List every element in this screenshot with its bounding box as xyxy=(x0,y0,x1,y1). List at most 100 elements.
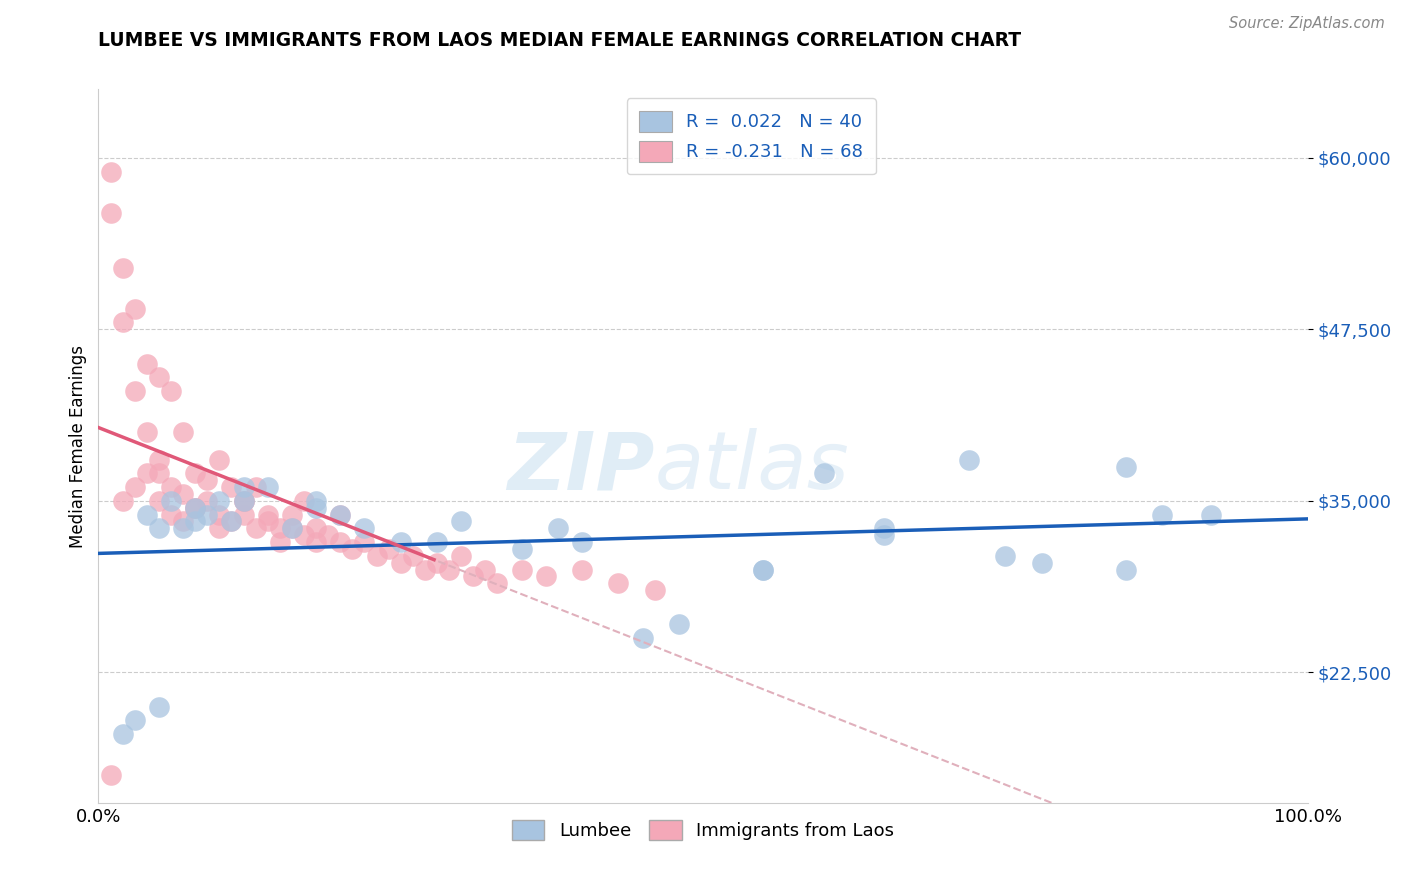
Point xyxy=(281,521,304,535)
Point xyxy=(631,631,654,645)
Point xyxy=(256,508,278,522)
Point xyxy=(752,562,775,576)
Text: LUMBEE VS IMMIGRANTS FROM LAOS MEDIAN FEMALE EARNINGS CORRELATION CHART: LUMBEE VS IMMIGRANTS FROM LAOS MEDIAN FE… xyxy=(98,31,1022,50)
Point xyxy=(329,508,352,522)
Point xyxy=(305,500,328,515)
Point xyxy=(124,480,146,494)
Point xyxy=(644,583,666,598)
Point xyxy=(873,521,896,535)
Point xyxy=(269,535,291,549)
Point xyxy=(1115,562,1137,576)
Point xyxy=(366,549,388,563)
Point xyxy=(135,508,157,522)
Point xyxy=(135,467,157,481)
Point xyxy=(232,480,254,494)
Point xyxy=(377,541,399,556)
Point xyxy=(111,316,134,330)
Point xyxy=(402,549,425,563)
Point xyxy=(160,494,183,508)
Point xyxy=(148,452,170,467)
Point xyxy=(221,480,243,494)
Point xyxy=(813,467,835,481)
Point xyxy=(389,556,412,570)
Point xyxy=(534,569,557,583)
Point xyxy=(413,562,436,576)
Point xyxy=(208,521,231,535)
Point xyxy=(184,467,207,481)
Point xyxy=(148,521,170,535)
Point xyxy=(329,535,352,549)
Point xyxy=(100,205,122,219)
Point xyxy=(148,699,170,714)
Point xyxy=(1031,556,1053,570)
Y-axis label: Median Female Earnings: Median Female Earnings xyxy=(69,344,87,548)
Point xyxy=(571,535,593,549)
Point xyxy=(124,301,146,316)
Point xyxy=(208,494,231,508)
Point xyxy=(426,556,449,570)
Point xyxy=(148,494,170,508)
Point xyxy=(292,494,315,508)
Point xyxy=(316,528,339,542)
Point xyxy=(450,515,472,529)
Legend: Lumbee, Immigrants from Laos: Lumbee, Immigrants from Laos xyxy=(505,813,901,847)
Point xyxy=(232,508,254,522)
Point xyxy=(486,576,509,591)
Point xyxy=(463,569,485,583)
Point xyxy=(256,515,278,529)
Point xyxy=(111,494,134,508)
Point xyxy=(195,508,218,522)
Point xyxy=(957,452,980,467)
Point xyxy=(111,260,134,275)
Point xyxy=(353,535,375,549)
Point xyxy=(668,617,690,632)
Point xyxy=(195,473,218,487)
Point xyxy=(135,425,157,440)
Point xyxy=(100,164,122,178)
Point xyxy=(160,480,183,494)
Point xyxy=(124,714,146,728)
Point xyxy=(571,562,593,576)
Point xyxy=(607,576,630,591)
Point xyxy=(292,528,315,542)
Point xyxy=(221,515,243,529)
Point xyxy=(474,562,496,576)
Point xyxy=(305,535,328,549)
Point xyxy=(547,521,569,535)
Point xyxy=(184,500,207,515)
Point xyxy=(752,562,775,576)
Point xyxy=(172,521,194,535)
Point xyxy=(148,467,170,481)
Point xyxy=(160,508,183,522)
Text: ZIP: ZIP xyxy=(508,428,655,507)
Point xyxy=(245,480,267,494)
Point xyxy=(510,562,533,576)
Point xyxy=(305,521,328,535)
Point xyxy=(1152,508,1174,522)
Point xyxy=(256,480,278,494)
Point xyxy=(281,508,304,522)
Point xyxy=(994,549,1017,563)
Point xyxy=(124,384,146,398)
Point xyxy=(195,494,218,508)
Text: Source: ZipAtlas.com: Source: ZipAtlas.com xyxy=(1229,16,1385,31)
Point xyxy=(1115,459,1137,474)
Point xyxy=(221,515,243,529)
Point xyxy=(450,549,472,563)
Point xyxy=(232,494,254,508)
Point xyxy=(426,535,449,549)
Point xyxy=(281,521,304,535)
Point xyxy=(873,528,896,542)
Text: atlas: atlas xyxy=(655,428,849,507)
Point xyxy=(172,515,194,529)
Point xyxy=(305,494,328,508)
Point xyxy=(329,508,352,522)
Point xyxy=(342,541,364,556)
Point xyxy=(232,494,254,508)
Point xyxy=(269,521,291,535)
Point xyxy=(232,494,254,508)
Point xyxy=(135,357,157,371)
Point xyxy=(172,425,194,440)
Point xyxy=(148,370,170,384)
Point xyxy=(184,515,207,529)
